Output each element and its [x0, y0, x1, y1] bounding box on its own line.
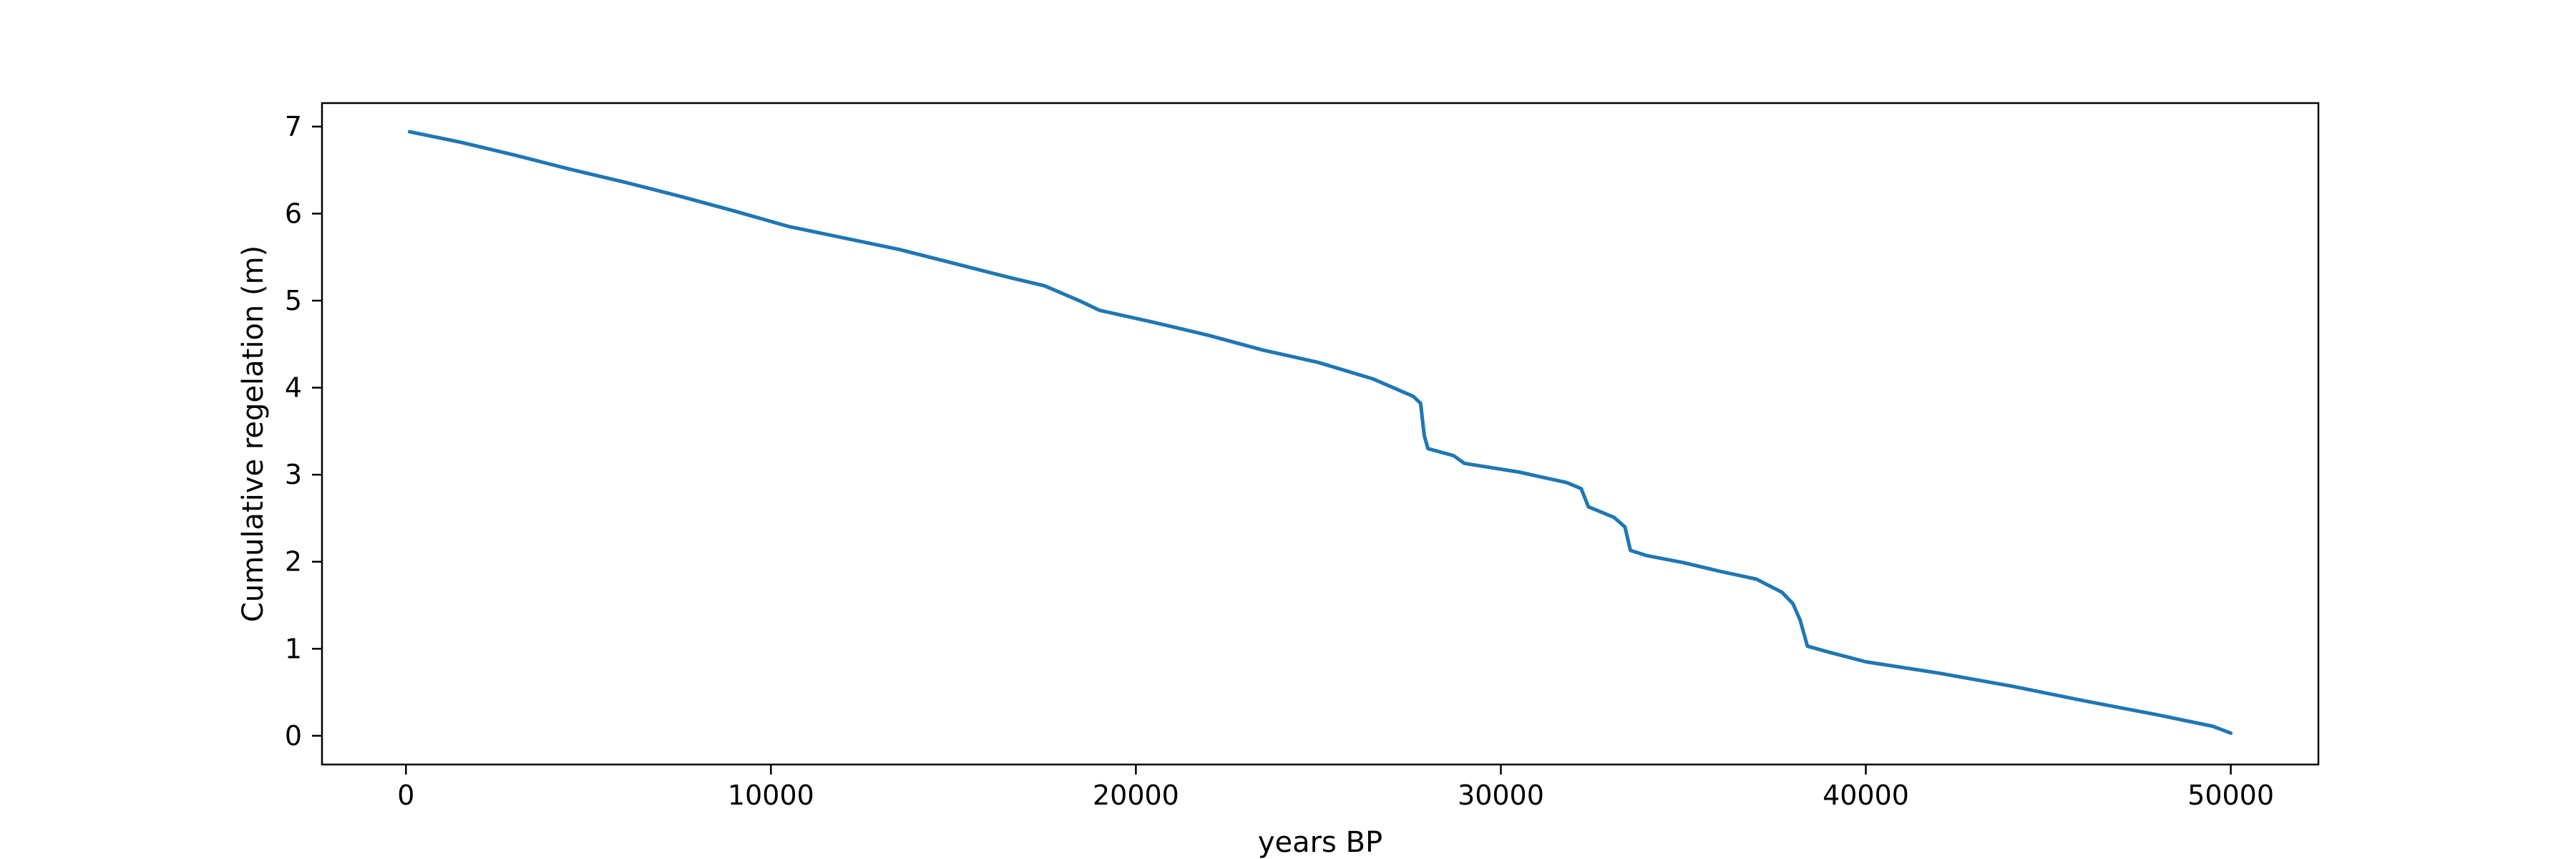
series-line: [407, 130, 2233, 735]
y-axis-ticks: 0 1 2 3 4 5 6 7: [285, 111, 322, 752]
y-axis-label: Cumulative regelation (m): [237, 246, 270, 622]
y-tick-label: 5: [285, 285, 302, 316]
y-tick-label: 4: [285, 372, 302, 404]
x-tick-label: 20000: [1093, 780, 1179, 811]
y-tick-label: 2: [285, 546, 302, 578]
y-tick-label: 0: [285, 720, 302, 752]
x-axis-label: years BP: [1258, 826, 1382, 859]
plot-frame: [321, 102, 2320, 766]
y-tick-label: 7: [285, 111, 302, 142]
x-tick-label: 10000: [728, 780, 814, 811]
x-tick-label: 50000: [2187, 780, 2274, 811]
y-tick-label: 6: [285, 198, 302, 229]
y-tick-label: 1: [285, 633, 302, 664]
x-tick-label: 30000: [1458, 780, 1544, 811]
x-tick-label: 40000: [1823, 780, 1909, 811]
y-tick-label: 3: [285, 459, 302, 490]
x-axis-ticks: 0 10000 20000 30000 40000 50000: [397, 765, 2274, 811]
x-tick-label: 0: [397, 780, 414, 811]
